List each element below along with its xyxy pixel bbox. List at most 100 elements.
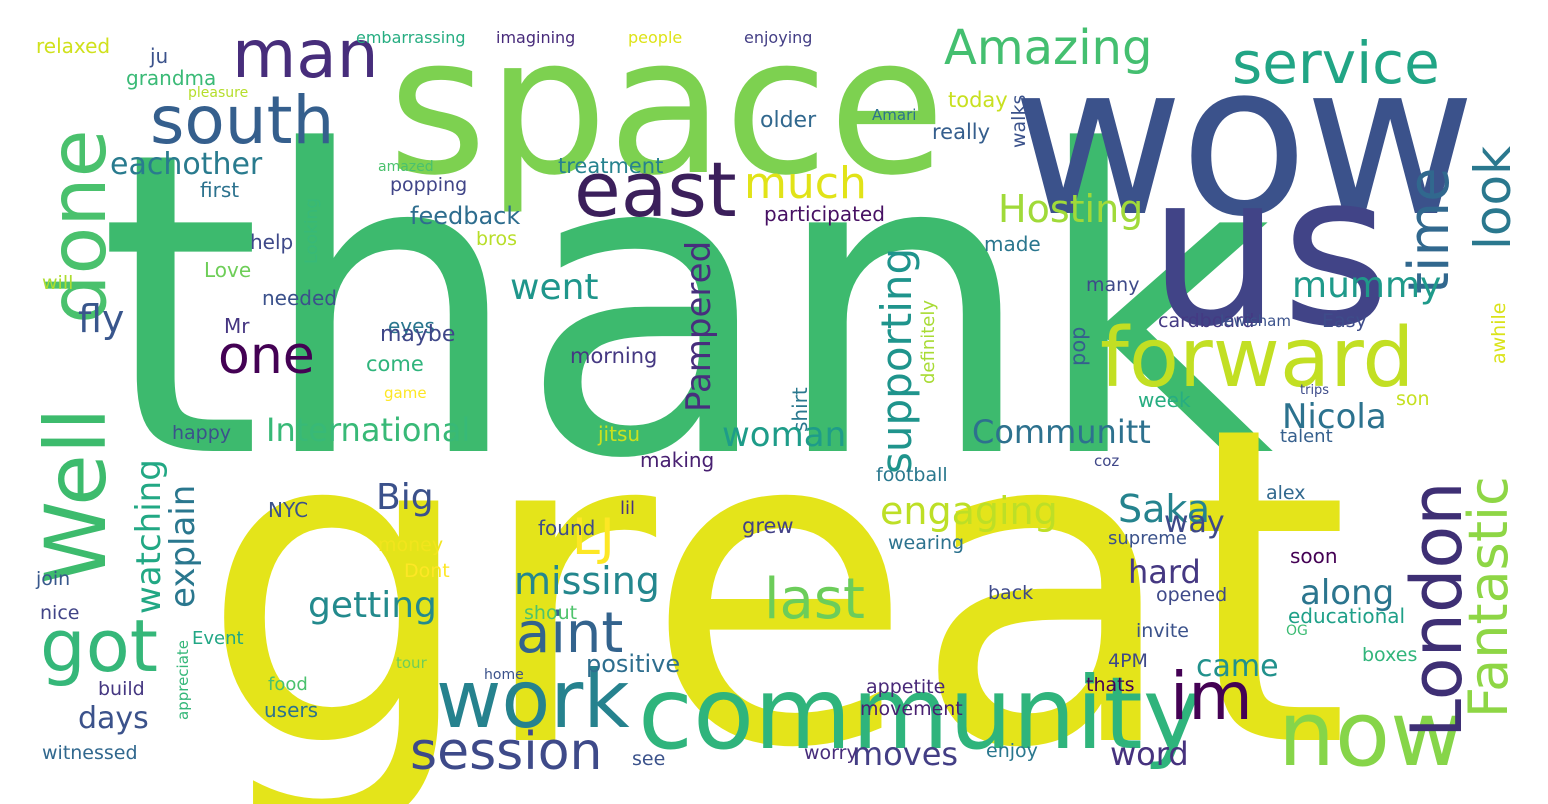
word-better: Looking <box>302 197 322 264</box>
word-Looking: Love <box>204 258 252 282</box>
word-pop: made <box>984 232 1041 256</box>
word-soon: money <box>378 534 444 556</box>
word-ju: walks <box>1008 94 1030 148</box>
word-Big: Big <box>376 477 434 518</box>
word-Nicola: Nicola <box>1282 397 1387 437</box>
word-way: way <box>1164 505 1225 540</box>
word-mummy: mummy <box>1292 265 1442 306</box>
word-moves: moves <box>852 735 959 773</box>
word-people: people <box>628 28 683 47</box>
word-International: International <box>266 411 471 449</box>
word-supreme: join <box>36 568 71 590</box>
word-Well: Well <box>27 407 125 585</box>
word-man: man <box>232 16 379 93</box>
word-maybe: come <box>366 352 424 376</box>
word-money: supreme <box>1108 528 1187 549</box>
word-Easy: awhile <box>1488 302 1510 364</box>
word-walks: ju <box>150 44 169 68</box>
word-worry: enjoy <box>986 740 1038 762</box>
word-enjoying: enjoying <box>744 28 813 47</box>
word-watching: watching <box>129 459 169 614</box>
word-see: worry <box>804 742 858 764</box>
word-trips: week <box>1138 388 1191 412</box>
word-forward: forward <box>1100 311 1415 406</box>
word-thats: thats <box>1086 674 1135 696</box>
word-Love: will <box>42 272 74 294</box>
word-grew: wearing <box>888 532 965 554</box>
word-Communitt: Communitt <box>972 413 1151 451</box>
word-grandma: grandma <box>126 66 217 90</box>
word-days: days <box>78 701 149 736</box>
word-much: much <box>744 158 867 209</box>
word-home: appetite <box>866 676 946 698</box>
word-invite: boxes <box>1362 644 1418 666</box>
word-found: grew <box>742 514 794 538</box>
word-Fantastic: Fantastic <box>1457 476 1520 718</box>
word-tour: home <box>484 667 524 683</box>
word-coz: football <box>876 464 948 486</box>
word-feedback: feedback <box>410 202 521 230</box>
word-eachother: eachother <box>110 147 263 182</box>
word-now: now <box>1278 682 1464 787</box>
word-lewisham: Easy <box>1322 310 1367 332</box>
word-us: us <box>1148 128 1391 373</box>
word-help: help <box>250 230 294 254</box>
word-bros: bros <box>476 228 517 250</box>
word-explain: explain <box>163 484 203 608</box>
word-one: one <box>218 326 315 386</box>
word-Amazing: Amazing <box>944 20 1153 76</box>
word-engaging: engaging <box>880 489 1058 533</box>
word-participated: participated <box>764 202 885 226</box>
word-really: really <box>932 120 991 144</box>
word-LJ: LJ <box>572 508 615 566</box>
word-Event: invite <box>1136 620 1189 642</box>
word-Mr: eyes <box>388 314 435 338</box>
word-football: alex <box>1266 482 1306 504</box>
word-come: game <box>384 384 427 402</box>
word-shout: educational <box>1288 604 1406 628</box>
word-OG: Event <box>192 628 244 649</box>
word-first: first <box>200 178 240 202</box>
word-along: along <box>1300 573 1395 613</box>
word-relaxed: relaxed <box>36 34 111 58</box>
word-eyes: maybe <box>380 322 456 347</box>
word-hard: hard <box>1128 553 1201 591</box>
word-appetite: 4PM <box>1108 650 1148 672</box>
word-pleasure: pleasure <box>188 85 249 101</box>
word-cardboard: lewisham <box>1220 312 1291 330</box>
word-appreciate: witnessed <box>42 742 138 764</box>
word-came: came <box>1196 649 1279 684</box>
word-community: community <box>638 655 1202 772</box>
word-opened: nice <box>40 602 80 624</box>
word-join: Dont <box>404 560 450 582</box>
word-aint: aint <box>516 601 624 666</box>
word-awhile: trips <box>1300 383 1330 398</box>
word-boxes: tour <box>396 654 427 672</box>
word-wearing: soon <box>1290 544 1338 568</box>
word-space: space <box>388 0 946 217</box>
word-educational: OG <box>1286 623 1308 639</box>
word-witnessed: see <box>632 748 666 770</box>
word-getting: getting <box>308 585 437 626</box>
word-Dont: back <box>988 582 1034 604</box>
word-week: son <box>1396 388 1430 410</box>
word-fly: fly <box>78 297 125 341</box>
word-will: needed <box>262 286 337 310</box>
word-service: service <box>1232 29 1440 97</box>
word-im: im <box>1170 658 1253 735</box>
word-great: great <box>200 334 1350 804</box>
word-shirt: pop <box>1066 326 1090 366</box>
word-embarrassing: embarrassing <box>356 28 466 47</box>
word-Amari: Amari <box>872 106 917 124</box>
word-happy: jitsu <box>598 422 641 446</box>
word-Hosting: Hosting <box>998 187 1144 231</box>
word-south: south <box>150 82 335 159</box>
word-positive: positive <box>586 650 681 678</box>
word-older: older <box>760 108 817 133</box>
word-users: users <box>264 698 319 722</box>
word-talent: happy <box>172 422 232 444</box>
word-morning: definitely <box>918 299 939 384</box>
word-movement: movement <box>860 698 963 720</box>
word-thank: thank <box>98 63 1274 550</box>
word-making: coz <box>1094 452 1120 470</box>
